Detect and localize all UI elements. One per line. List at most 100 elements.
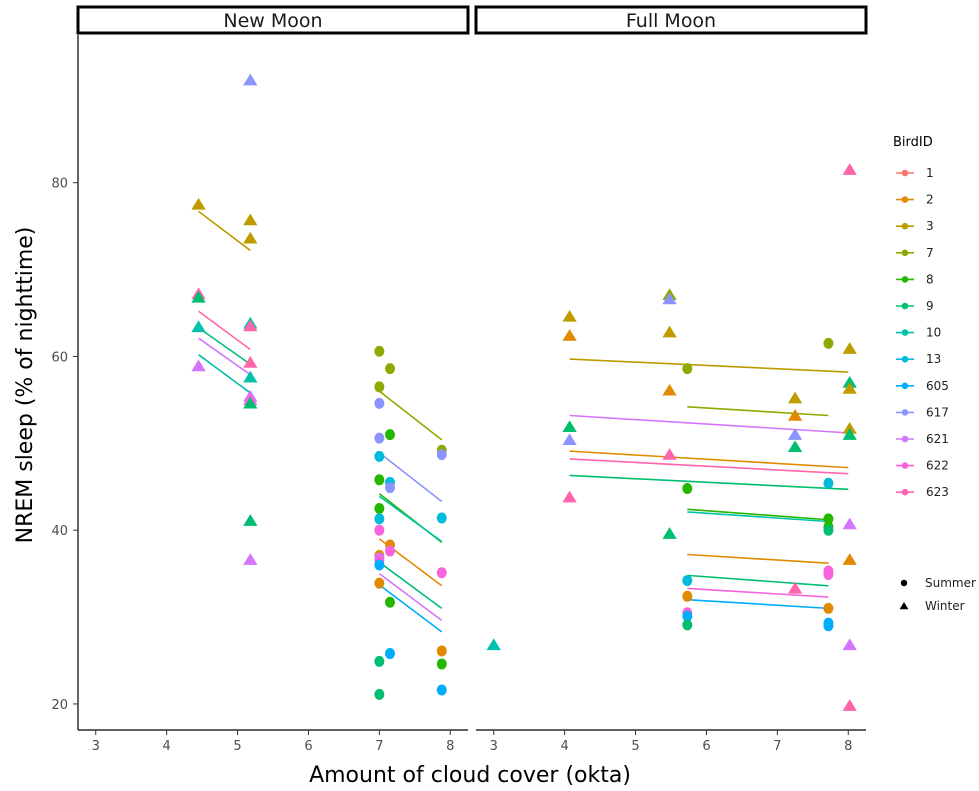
fit-line-bird-2	[687, 553, 829, 564]
data-point-summer-bird-622	[385, 545, 395, 557]
data-point-summer-bird-9	[374, 655, 385, 667]
data-point-winter-bird-621	[191, 359, 206, 372]
legend-label-bird: 3	[926, 219, 934, 233]
data-point-winter-bird-623	[662, 448, 677, 460]
data-point-winter-bird-3	[662, 325, 677, 338]
data-point-winter-bird-2	[562, 329, 577, 341]
data-point-summer-bird-2	[823, 602, 834, 614]
x-axis-title: Amount of cloud cover (okta)	[309, 763, 631, 788]
data-point-winter-bird-623	[562, 490, 577, 503]
data-point-winter-bird-623	[842, 699, 857, 711]
x-tick-label: 6	[304, 739, 312, 754]
data-point-winter-bird-9	[243, 514, 258, 526]
legend-label-bird: 617	[926, 405, 949, 419]
x-tick-label: 3	[490, 739, 498, 754]
data-point-summer-bird-8	[436, 658, 447, 670]
legend-key-dot	[901, 329, 909, 336]
data-point-winter-bird-3	[842, 382, 857, 394]
fit-line-bird-621	[569, 414, 849, 434]
legend-key-summer-circle	[900, 579, 908, 587]
data-point-summer-bird-8	[385, 596, 395, 608]
fit-line-bird-623	[198, 310, 251, 351]
data-point-summer-bird-8	[374, 502, 385, 514]
data-point-summer-bird-8	[823, 513, 834, 525]
data-point-winter-bird-2	[662, 383, 677, 396]
legend-label-bird: 8	[926, 272, 934, 286]
fit-line-bird-9	[198, 327, 251, 365]
fit-line-bird-7	[378, 390, 443, 441]
data-point-winter-bird-3	[191, 197, 206, 210]
y-tick-label: 80	[51, 177, 68, 192]
panel-strip-box	[474, 5, 868, 35]
data-point-summer-bird-8	[385, 429, 395, 441]
legend-label-bird: 1	[926, 166, 934, 180]
data-point-winter-bird-617	[787, 428, 803, 440]
data-point-summer-bird-617	[374, 397, 385, 409]
fit-line-bird-7	[687, 406, 829, 417]
data-point-winter-bird-617	[243, 73, 258, 86]
data-point-summer-bird-13	[682, 575, 693, 587]
legend-label-bird: 10	[926, 326, 941, 340]
data-point-summer-bird-617	[374, 432, 385, 444]
data-point-summer-bird-622	[823, 568, 834, 580]
data-point-summer-bird-2	[682, 590, 693, 602]
data-point-winter-bird-623	[243, 356, 258, 368]
data-point-summer-bird-605	[385, 648, 395, 660]
data-point-summer-bird-8	[682, 482, 693, 494]
legend-key-dot	[901, 276, 909, 283]
data-point-winter-bird-3	[243, 231, 258, 244]
legend-key-winter-triangle	[899, 602, 909, 610]
legend-label-bird: 2	[926, 193, 934, 207]
data-point-winter-bird-2	[787, 409, 803, 421]
data-point-winter-bird-9	[787, 440, 803, 452]
legend-key-dot	[901, 382, 909, 390]
data-point-summer-bird-2	[436, 645, 447, 657]
data-point-winter-bird-623	[787, 581, 803, 594]
legend-key-dot	[901, 409, 909, 416]
data-point-summer-bird-7	[823, 337, 834, 349]
data-point-summer-bird-7	[374, 345, 385, 357]
x-tick-label: 5	[233, 739, 241, 754]
axes: 20 40 60 80 3 4 5 6 7 8 3 4 5 6 7 8	[51, 35, 866, 754]
fit-line-bird-621	[198, 337, 251, 376]
data-point-summer-bird-605	[682, 610, 693, 622]
fit-line-bird-3	[198, 210, 251, 252]
data-point-winter-bird-3	[842, 422, 857, 434]
panel-strip-box	[76, 5, 470, 35]
fit-line-bird-623	[569, 458, 849, 475]
data-point-summer-bird-7	[682, 363, 693, 375]
y-tick-label: 20	[51, 698, 68, 713]
legend-label-bird: 13	[926, 352, 941, 366]
panel-strip-label: Full Moon	[626, 10, 716, 32]
fit-line-bird-605	[687, 598, 829, 610]
fit-line-bird-605	[378, 584, 443, 633]
data-point-summer-bird-13	[374, 513, 385, 525]
panel-strips: New Moon Full Moon	[76, 5, 868, 35]
x-tick-label: 7	[773, 739, 781, 754]
data-point-summer-bird-8	[374, 474, 385, 486]
y-tick-label: 60	[51, 350, 68, 365]
data-point-winter-bird-623	[842, 163, 857, 175]
data-point-winter-bird-9	[243, 396, 258, 409]
data-point-winter-bird-2	[842, 553, 857, 565]
legend: BirdID 1 2 3 7 8 9 10 13 605 617 621 622 623 Summer Wi…	[893, 135, 976, 613]
fit-line-bird-10	[378, 495, 443, 543]
legend-label-bird: 621	[926, 432, 949, 446]
data-point-winter-bird-9	[842, 428, 857, 440]
fit-line-bird-8	[687, 508, 829, 521]
legend-label-bird: 622	[926, 459, 949, 473]
data-point-winter-bird-9	[662, 527, 677, 539]
x-tick-label: 3	[92, 739, 100, 754]
fit-line-bird-9	[378, 561, 443, 610]
y-axis-title: NREM sleep (% of nighttime)	[13, 227, 38, 544]
y-tick-label: 40	[51, 524, 68, 539]
legend-key-dot	[901, 302, 909, 310]
fit-line-bird-3	[569, 358, 849, 373]
legend-key-dot	[901, 488, 909, 496]
data-point-summer-bird-622	[436, 567, 447, 579]
legend-label-season: Summer	[925, 576, 976, 590]
data-point-summer-bird-622	[374, 524, 385, 536]
legend-label-bird: 605	[926, 379, 949, 393]
data-point-winter-bird-9	[191, 290, 206, 303]
